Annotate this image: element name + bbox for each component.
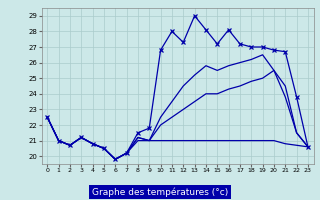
Text: Graphe des températures (°c): Graphe des températures (°c) (92, 187, 228, 197)
